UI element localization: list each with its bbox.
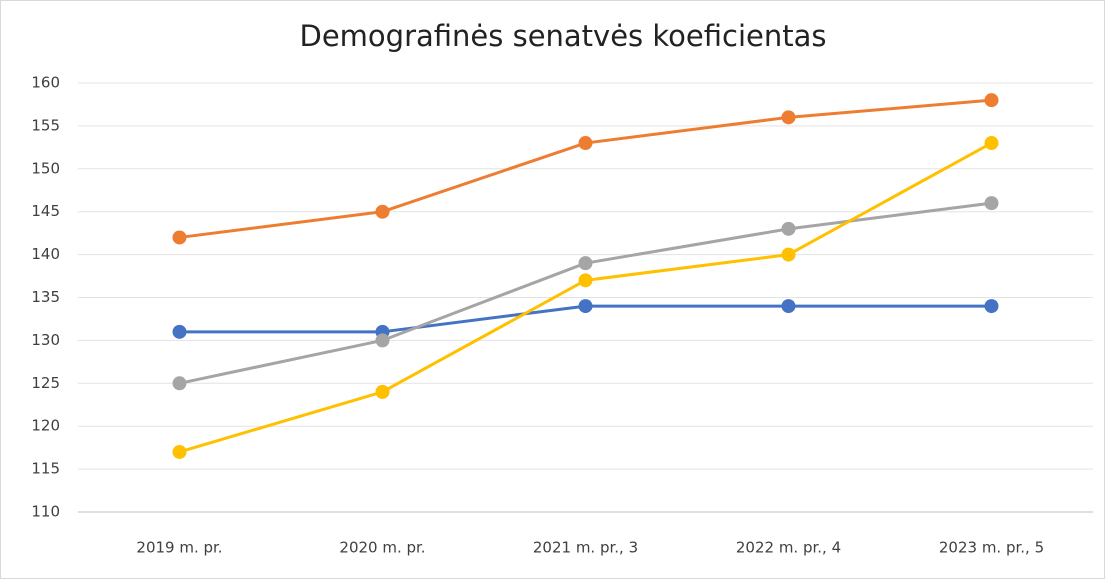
y-tick-label: 150	[31, 159, 60, 177]
x-tick-label: 2020 m. pr.	[339, 539, 425, 557]
y-tick-label: 130	[31, 331, 60, 349]
data-point	[375, 204, 390, 219]
data-point	[172, 230, 187, 245]
x-tick-label: 2023 m. pr., 5	[939, 539, 1044, 557]
data-point	[375, 333, 390, 348]
data-point	[781, 247, 796, 262]
data-point	[172, 324, 187, 339]
data-point	[578, 299, 593, 314]
data-point	[781, 110, 796, 125]
y-tick-label: 110	[31, 503, 60, 521]
data-point	[781, 221, 796, 236]
data-point	[172, 376, 187, 391]
y-tick-label: 115	[31, 460, 60, 478]
data-point	[578, 256, 593, 271]
x-tick-label: 2019 m. pr.	[136, 539, 222, 557]
y-tick-label: 160	[31, 74, 60, 92]
x-tick-label: 2022 m. pr., 4	[736, 539, 841, 557]
y-tick-label: 140	[31, 245, 60, 263]
data-point	[984, 196, 999, 211]
chart-title: Demografinės senatvės koeficientas	[300, 19, 827, 53]
data-point	[781, 299, 796, 314]
data-point	[172, 444, 187, 459]
y-tick-label: 155	[31, 116, 60, 134]
data-point	[375, 384, 390, 399]
y-tick-label: 135	[31, 288, 60, 306]
data-point	[984, 299, 999, 314]
y-tick-label: 125	[31, 374, 60, 392]
data-point	[578, 136, 593, 151]
y-tick-label: 120	[31, 417, 60, 435]
x-tick-label: 2021 m. pr., 3	[533, 539, 638, 557]
y-tick-label: 145	[31, 202, 60, 220]
data-point	[984, 136, 999, 151]
data-point	[578, 273, 593, 288]
data-point	[984, 93, 999, 108]
